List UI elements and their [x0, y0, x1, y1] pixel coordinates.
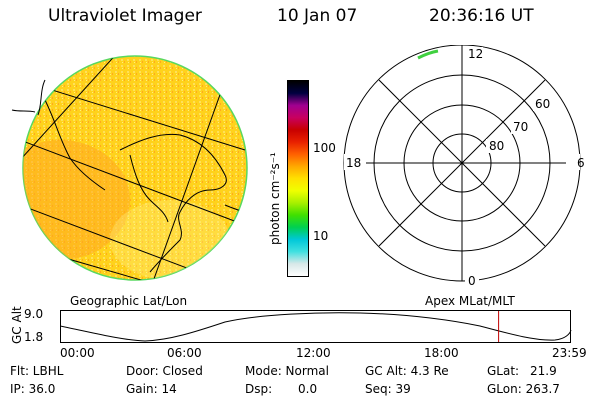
orbit-altitude-timeline: [60, 310, 572, 343]
time-label: 20:36:16 UT: [429, 6, 534, 26]
timeline-xtick-0000: 00:00: [60, 346, 95, 360]
colorbar-tick-100: 100: [313, 141, 336, 155]
timeline-xtick-2359: 23:59: [552, 346, 587, 360]
mlt-label-0: 0: [468, 274, 476, 288]
dsp-label: Dsp:: [245, 382, 273, 396]
colorbar-tick-10: 10: [313, 229, 329, 243]
door-status: Door: Closed: [126, 364, 203, 378]
timeline-ytick-bottom: 1.8: [24, 330, 44, 344]
polar-projection-label: Apex MLat/MLT: [425, 294, 515, 308]
dsp-value: 0.0: [298, 382, 318, 396]
mlt-label-12: 12: [468, 47, 484, 61]
mlt-label-18: 18: [346, 156, 362, 170]
date-label: 10 Jan 07: [277, 6, 358, 26]
colorbar-unit-label: photon cm⁻²s⁻¹: [268, 152, 282, 245]
polar-mlt-plot: [343, 45, 581, 287]
glat-value: 21.9: [530, 364, 557, 378]
mode-status: Mode: Normal: [245, 364, 329, 378]
ip-status: IP: 36.0: [10, 382, 56, 396]
instrument-title: Ultraviolet Imager: [48, 6, 202, 26]
mlat-label-70: 70: [513, 120, 529, 134]
glat-label: GLat:: [487, 364, 520, 378]
filter-status: Flt: LBHL: [10, 364, 64, 378]
geographic-globe: [11, 55, 248, 281]
color-scale-bar: [287, 80, 309, 277]
seq-status: Seq: 39: [365, 382, 411, 396]
mlat-label-60: 60: [535, 97, 551, 111]
timeline-ytick-top: 9.0: [24, 307, 44, 321]
mlat-label-80: 80: [489, 139, 505, 153]
mlt-label-6: 6: [577, 156, 585, 170]
timeline-ylabel: GC Alt: [10, 306, 24, 344]
gain-status: Gain: 14: [126, 382, 177, 396]
glon-status: GLon: 263.7: [487, 382, 560, 396]
timeline-xtick-1200: 12:00: [296, 346, 331, 360]
timeline-xtick-1800: 18:00: [424, 346, 459, 360]
gc-alt-status: GC Alt: 4.3 Re: [365, 364, 449, 378]
globe-projection-label: Geographic Lat/Lon: [70, 294, 188, 308]
timeline-xtick-0600: 06:00: [167, 346, 202, 360]
